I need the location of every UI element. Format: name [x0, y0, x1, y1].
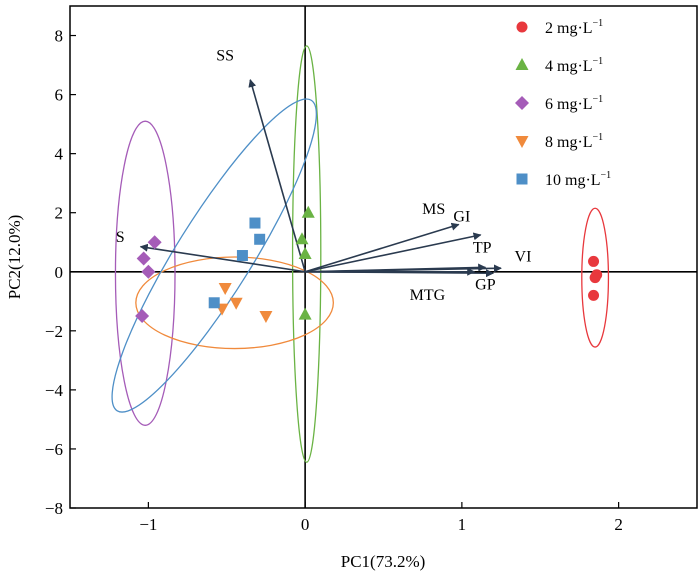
point-2-mg-l: [588, 255, 600, 267]
y-axis-title: PC2(12.0%): [5, 215, 24, 300]
point-10-mg-l: [208, 297, 220, 309]
x-tick-label: 2: [614, 515, 623, 534]
point-4-mg-l: [298, 307, 312, 320]
y-tick-label: 0: [55, 263, 64, 282]
ellipse-4-mg-l: [291, 45, 322, 463]
ellipse-8-mg-l: [135, 256, 334, 350]
x-tick-label: −1: [139, 515, 157, 534]
vector-label-ss: SS: [216, 48, 234, 65]
legend-label-6-mg-l: 6 mg·L−1: [545, 94, 603, 113]
legend-marker-10-mg-l: [516, 173, 528, 185]
y-tick-label: −6: [45, 440, 63, 459]
sample-points: [135, 205, 603, 324]
zero-lines: [70, 6, 697, 508]
x-tick-label: 1: [458, 515, 467, 534]
legend-marker-6-mg-l: [515, 96, 529, 110]
legend-label-10-mg-l: 10 mg·L−1: [545, 170, 611, 189]
vector-s: [139, 243, 306, 273]
x-axis-title: PC1(73.2%): [341, 552, 426, 571]
point-2-mg-l: [589, 272, 601, 284]
point-6-mg-l: [141, 264, 156, 279]
vector-label-mtg: MTG: [410, 287, 446, 304]
legend-label-8-mg-l: 8 mg·L−1: [545, 132, 603, 151]
ellipse-2-mg-l: [581, 207, 610, 348]
y-tick-label: 4: [55, 145, 64, 164]
point-2-mg-l: [588, 289, 600, 301]
y-axis-ticks: 8 6 4 2 0 −2 −4 −6 −8: [45, 27, 76, 518]
point-8-mg-l: [259, 311, 273, 324]
vector-label-s: S: [116, 229, 125, 246]
vector-label-ms: MS: [422, 201, 445, 218]
y-tick-label: −2: [45, 322, 63, 341]
plot-area-frame: [69, 5, 698, 509]
legend-marker-2-mg-l: [516, 21, 528, 33]
y-tick-label: 6: [55, 86, 64, 105]
x-tick-label: 0: [301, 515, 310, 534]
vector-gi: [304, 232, 482, 273]
legend-marker-8-mg-l: [515, 136, 529, 148]
legend-label-2-mg-l: 2 mg·L−1: [545, 18, 603, 37]
legend-label-4-mg-l: 4 mg·L−1: [545, 56, 603, 75]
vector-label-tp: TP: [473, 240, 492, 257]
y-tick-label: −8: [45, 499, 63, 518]
vector-ss: [248, 79, 306, 272]
ellipse-10-mg-l: [111, 98, 317, 413]
point-8-mg-l: [229, 297, 243, 310]
ellipse-6-mg-l: [114, 120, 176, 426]
point-4-mg-l: [298, 247, 312, 260]
point-10-mg-l: [254, 233, 266, 245]
point-4-mg-l: [295, 232, 309, 245]
vector-label-gp: GP: [475, 276, 496, 293]
point-6-mg-l: [135, 309, 150, 324]
y-tick-label: −4: [45, 381, 64, 400]
point-10-mg-l: [236, 250, 248, 262]
confidence-ellipses: [111, 45, 610, 463]
legend-marker-4-mg-l: [515, 58, 529, 70]
x-axis-ticks: −1 0 1 2: [139, 502, 623, 534]
y-tick-label: 2: [55, 204, 64, 223]
vector-ms: [304, 222, 460, 273]
point-4-mg-l: [301, 205, 315, 218]
vector-label-vi: VI: [515, 248, 532, 265]
point-6-mg-l: [147, 235, 162, 250]
point-10-mg-l: [249, 217, 261, 229]
legend: 2 mg·L−1 4 mg·L−1 6 mg·L−1 8 mg·L−1 10 mg·L−…: [515, 18, 611, 189]
point-8-mg-l: [218, 283, 232, 296]
y-tick-label: 8: [55, 27, 64, 46]
vector-label-gi: GI: [453, 209, 470, 226]
point-6-mg-l: [136, 251, 151, 266]
